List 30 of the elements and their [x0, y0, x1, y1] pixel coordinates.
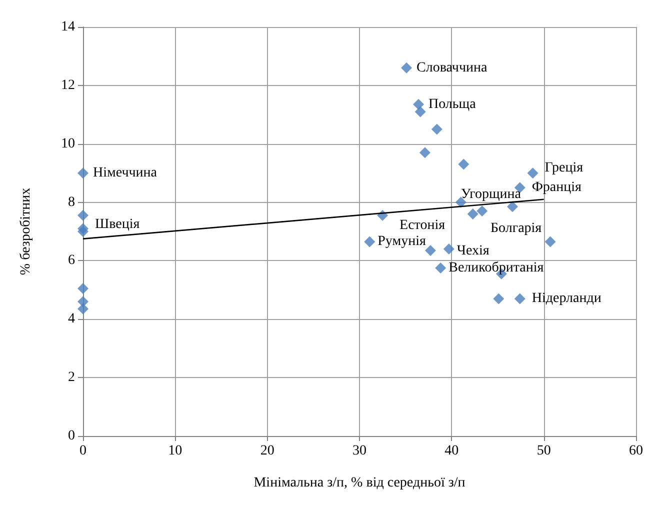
annotation: Болгарія: [490, 221, 542, 236]
y-tick-label: 14: [61, 20, 75, 34]
annotation: Франція: [532, 180, 582, 196]
x-axis-title: Мінімальна з/п, % від середньої з/п: [254, 476, 466, 490]
x-tick-label: 20: [260, 444, 274, 458]
annotation: Нідерланди: [532, 291, 602, 306]
x-tick-label: 30: [352, 444, 366, 458]
x-tick-label: 0: [80, 444, 86, 458]
y-tick-label: 2: [68, 370, 75, 386]
annotation: Швеція: [95, 217, 140, 232]
annotation: Польща: [428, 96, 477, 112]
y-tick-label: 8: [68, 194, 75, 210]
y-tick-label: 10: [61, 136, 75, 152]
y-tick-label: 12: [61, 78, 75, 93]
x-tick-label: 60: [629, 444, 643, 458]
y-tick-label: 4: [68, 312, 75, 327]
annotation: Німеччина: [93, 166, 158, 181]
annotation: Угорщина: [460, 186, 522, 202]
annotation: Великобританія: [448, 260, 544, 276]
x-tick-label: 10: [168, 444, 182, 458]
y-tick-label: 6: [68, 253, 75, 268]
annotation: Румунія: [378, 234, 426, 250]
annotation: Чехія: [456, 244, 490, 259]
annotation: Греція: [544, 160, 584, 176]
x-tick-label: 50: [536, 444, 551, 458]
y-tick-label: 0: [68, 428, 75, 444]
annotation: Естонія: [400, 218, 446, 233]
x-tick-label: 40: [444, 444, 459, 458]
annotation: Словаччина: [416, 60, 488, 76]
y-axis-title: % безробітних: [18, 188, 34, 276]
